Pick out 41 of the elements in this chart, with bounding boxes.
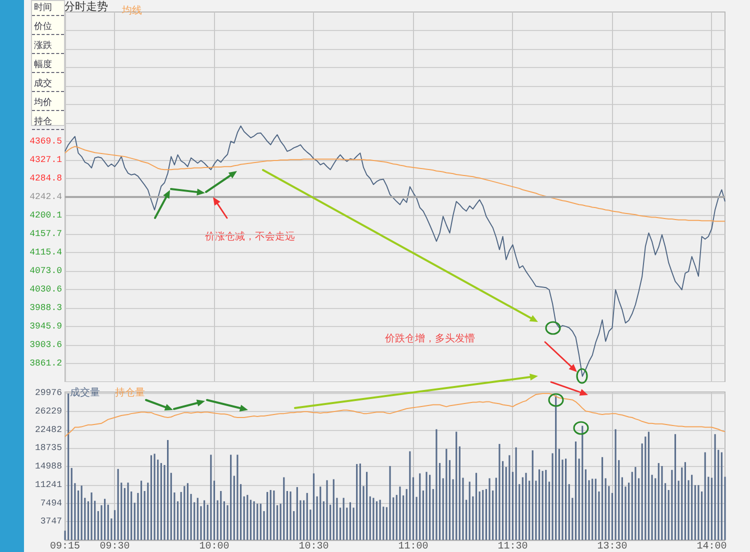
text: 幅度 bbox=[32, 58, 64, 73]
text: 均价 bbox=[32, 96, 64, 111]
x-tick-label: 13:30 bbox=[597, 542, 628, 552]
y-tick-label: 4030.6 bbox=[30, 284, 62, 294]
text: 持仓 bbox=[32, 115, 64, 130]
y-tick-label: 3903.6 bbox=[30, 340, 62, 350]
y-tick-label: 4200.1 bbox=[30, 210, 62, 220]
y-tick-label: 14988 bbox=[34, 462, 62, 472]
y-tick-label: 4327.1 bbox=[30, 155, 62, 166]
line-series bbox=[64, 146, 726, 222]
x-tick-label: 14:00 bbox=[696, 542, 727, 552]
y-tick-label: 18735 bbox=[34, 443, 62, 454]
y-tick-label: 4369.5 bbox=[30, 136, 62, 146]
text: 时间 bbox=[32, 1, 64, 16]
y-tick-label: 4157.7 bbox=[30, 228, 62, 239]
y-tick-label: 4073.0 bbox=[30, 266, 62, 276]
x-tick-label: 10:00 bbox=[199, 542, 230, 552]
y-tick-label: 4242.4 bbox=[30, 192, 62, 202]
text: 成交 bbox=[32, 77, 64, 92]
y-tick-label: 7494 bbox=[40, 498, 62, 508]
text: 均线 bbox=[121, 4, 142, 16]
y-tick-label: 4115.4 bbox=[30, 247, 62, 258]
y-tick-label: 3945.9 bbox=[30, 321, 62, 332]
x-tick-label: 11:00 bbox=[398, 542, 428, 552]
series-label: 成交量 bbox=[70, 386, 100, 398]
chart-title: 分时走势 bbox=[64, 0, 108, 13]
y-tick-label: 22482 bbox=[34, 424, 62, 435]
y-tick-label: 4284.8 bbox=[30, 173, 62, 184]
series-label: 持仓量 bbox=[115, 386, 145, 398]
y-tick-label: 3988.3 bbox=[30, 302, 62, 313]
x-tick-label: 09:15 bbox=[50, 542, 80, 552]
x-tick-label: 09:30 bbox=[100, 542, 130, 552]
y-tick-label: 29976 bbox=[34, 388, 62, 398]
y-tick-label: 11241 bbox=[34, 480, 62, 490]
x-tick-label: 11:30 bbox=[498, 542, 528, 552]
text: 涨跌 bbox=[32, 39, 64, 54]
y-tick-label: 3747 bbox=[40, 516, 62, 527]
y-tick-label: 26229 bbox=[34, 406, 62, 416]
x-tick-label: 10:30 bbox=[298, 542, 329, 552]
y-tick-label: 3861.2 bbox=[30, 358, 62, 368]
text: 价位 bbox=[32, 20, 64, 35]
